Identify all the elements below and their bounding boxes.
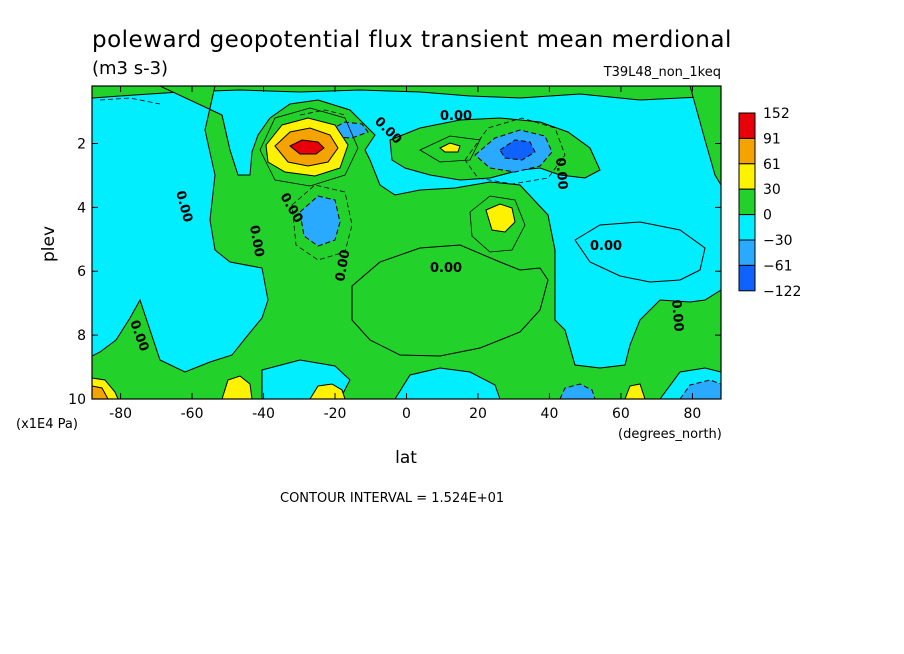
experiment-label: T39L48_non_1keq bbox=[603, 65, 721, 80]
pocket-lower-center bbox=[394, 367, 501, 399]
colorbar-swatch bbox=[738, 214, 756, 241]
contour-label: 0.00 bbox=[668, 299, 686, 332]
region-center-lobe bbox=[351, 244, 549, 357]
colorbar-label: −30 bbox=[763, 233, 793, 249]
dashed-contour-lines bbox=[99, 97, 566, 261]
pocket-mid-right bbox=[574, 221, 706, 283]
strong-positive bbox=[92, 117, 646, 399]
colorbar-label: 61 bbox=[763, 157, 781, 173]
pos-core-north-yellow bbox=[485, 203, 516, 233]
pos-core-upper-yellow bbox=[439, 142, 461, 153]
y-tick-label: 4 bbox=[77, 200, 86, 216]
contour-label: 0.00 bbox=[440, 109, 472, 124]
x-axis-units: (degrees_north) bbox=[618, 427, 722, 442]
contour-line-3 bbox=[419, 135, 481, 163]
contour-label: 0.00 bbox=[590, 239, 622, 254]
y-tick-label: 2 bbox=[77, 136, 86, 152]
colorbar-swatch bbox=[738, 264, 756, 292]
y-axis-label: plev bbox=[39, 226, 59, 262]
contour-label: 0.00 bbox=[430, 261, 462, 276]
x-axis: -80 -60 -40 -20 0 20 40 60 80 bbox=[109, 86, 701, 422]
plot-area bbox=[92, 86, 721, 399]
colorbar-swatch bbox=[738, 188, 756, 216]
contour-label: 0.00 bbox=[246, 224, 266, 258]
x-tick-label: 20 bbox=[469, 406, 487, 422]
colorbar-swatch bbox=[738, 163, 756, 190]
strong-negative bbox=[299, 121, 721, 399]
pos-core-south-red bbox=[289, 139, 325, 155]
pos-core-far-left-orange bbox=[92, 385, 109, 399]
x-tick-label: 0 bbox=[402, 406, 411, 422]
y-tick-label: 10 bbox=[68, 392, 86, 408]
contour-lines bbox=[259, 107, 526, 253]
x-tick-label: -60 bbox=[181, 406, 204, 422]
x-tick-label: -20 bbox=[324, 406, 347, 422]
dashed-line-3 bbox=[299, 109, 346, 116]
x-axis-label: lat bbox=[395, 448, 417, 468]
x-tick-label: -40 bbox=[252, 406, 275, 422]
chart-units: (m3 s-3) bbox=[92, 58, 168, 79]
x-tick-label: 80 bbox=[683, 406, 701, 422]
y-tick-label: 8 bbox=[77, 328, 86, 344]
colorbar-label: −61 bbox=[763, 258, 793, 274]
contour-line-2 bbox=[469, 195, 526, 253]
colorbar-label: 0 bbox=[763, 208, 772, 224]
contour-interval: CONTOUR INTERVAL = 1.524E+01 bbox=[280, 491, 504, 506]
region-left-column bbox=[92, 86, 721, 399]
pos-core-lower-left-yellow bbox=[221, 375, 253, 399]
pos-core-lower-right-yellow bbox=[624, 383, 646, 399]
y-axis: 2 4 6 8 10 bbox=[68, 136, 721, 408]
colorbar-swatch bbox=[738, 239, 756, 266]
colorbar-label: 30 bbox=[763, 182, 781, 198]
colorbar-label: 91 bbox=[763, 131, 781, 147]
x-tick-label: 60 bbox=[612, 406, 630, 422]
colorbar: 152 91 61 30 0 −30 −61 −122 bbox=[738, 106, 801, 300]
dashed-line-1 bbox=[291, 184, 353, 261]
x-tick-label: -80 bbox=[109, 406, 132, 422]
x-tick-label: 40 bbox=[541, 406, 559, 422]
chart-title: poleward geopotential flux transient mea… bbox=[92, 27, 732, 53]
neg-core-north-deep bbox=[499, 139, 536, 161]
y-tick-label: 6 bbox=[77, 264, 86, 280]
contour-label: 0.00 bbox=[552, 157, 570, 190]
contour-label: 0.00 bbox=[333, 248, 353, 282]
colorbar-swatch bbox=[738, 112, 756, 139]
dashed-line-2 bbox=[464, 117, 566, 185]
colorbar-swatch bbox=[738, 137, 756, 165]
neg-core-bottom-center bbox=[559, 383, 596, 399]
neg-core-south bbox=[299, 195, 341, 247]
pos-core-lower-mid-yellow bbox=[309, 383, 346, 399]
contour-line-1 bbox=[259, 107, 359, 187]
colorbar-label: 152 bbox=[763, 106, 790, 122]
colorbar-label: −122 bbox=[763, 284, 801, 300]
dashed-line-4 bbox=[99, 97, 161, 105]
neg-core-bottom-right bbox=[679, 379, 721, 399]
y-axis-units: (x1E4 Pa) bbox=[16, 417, 78, 432]
